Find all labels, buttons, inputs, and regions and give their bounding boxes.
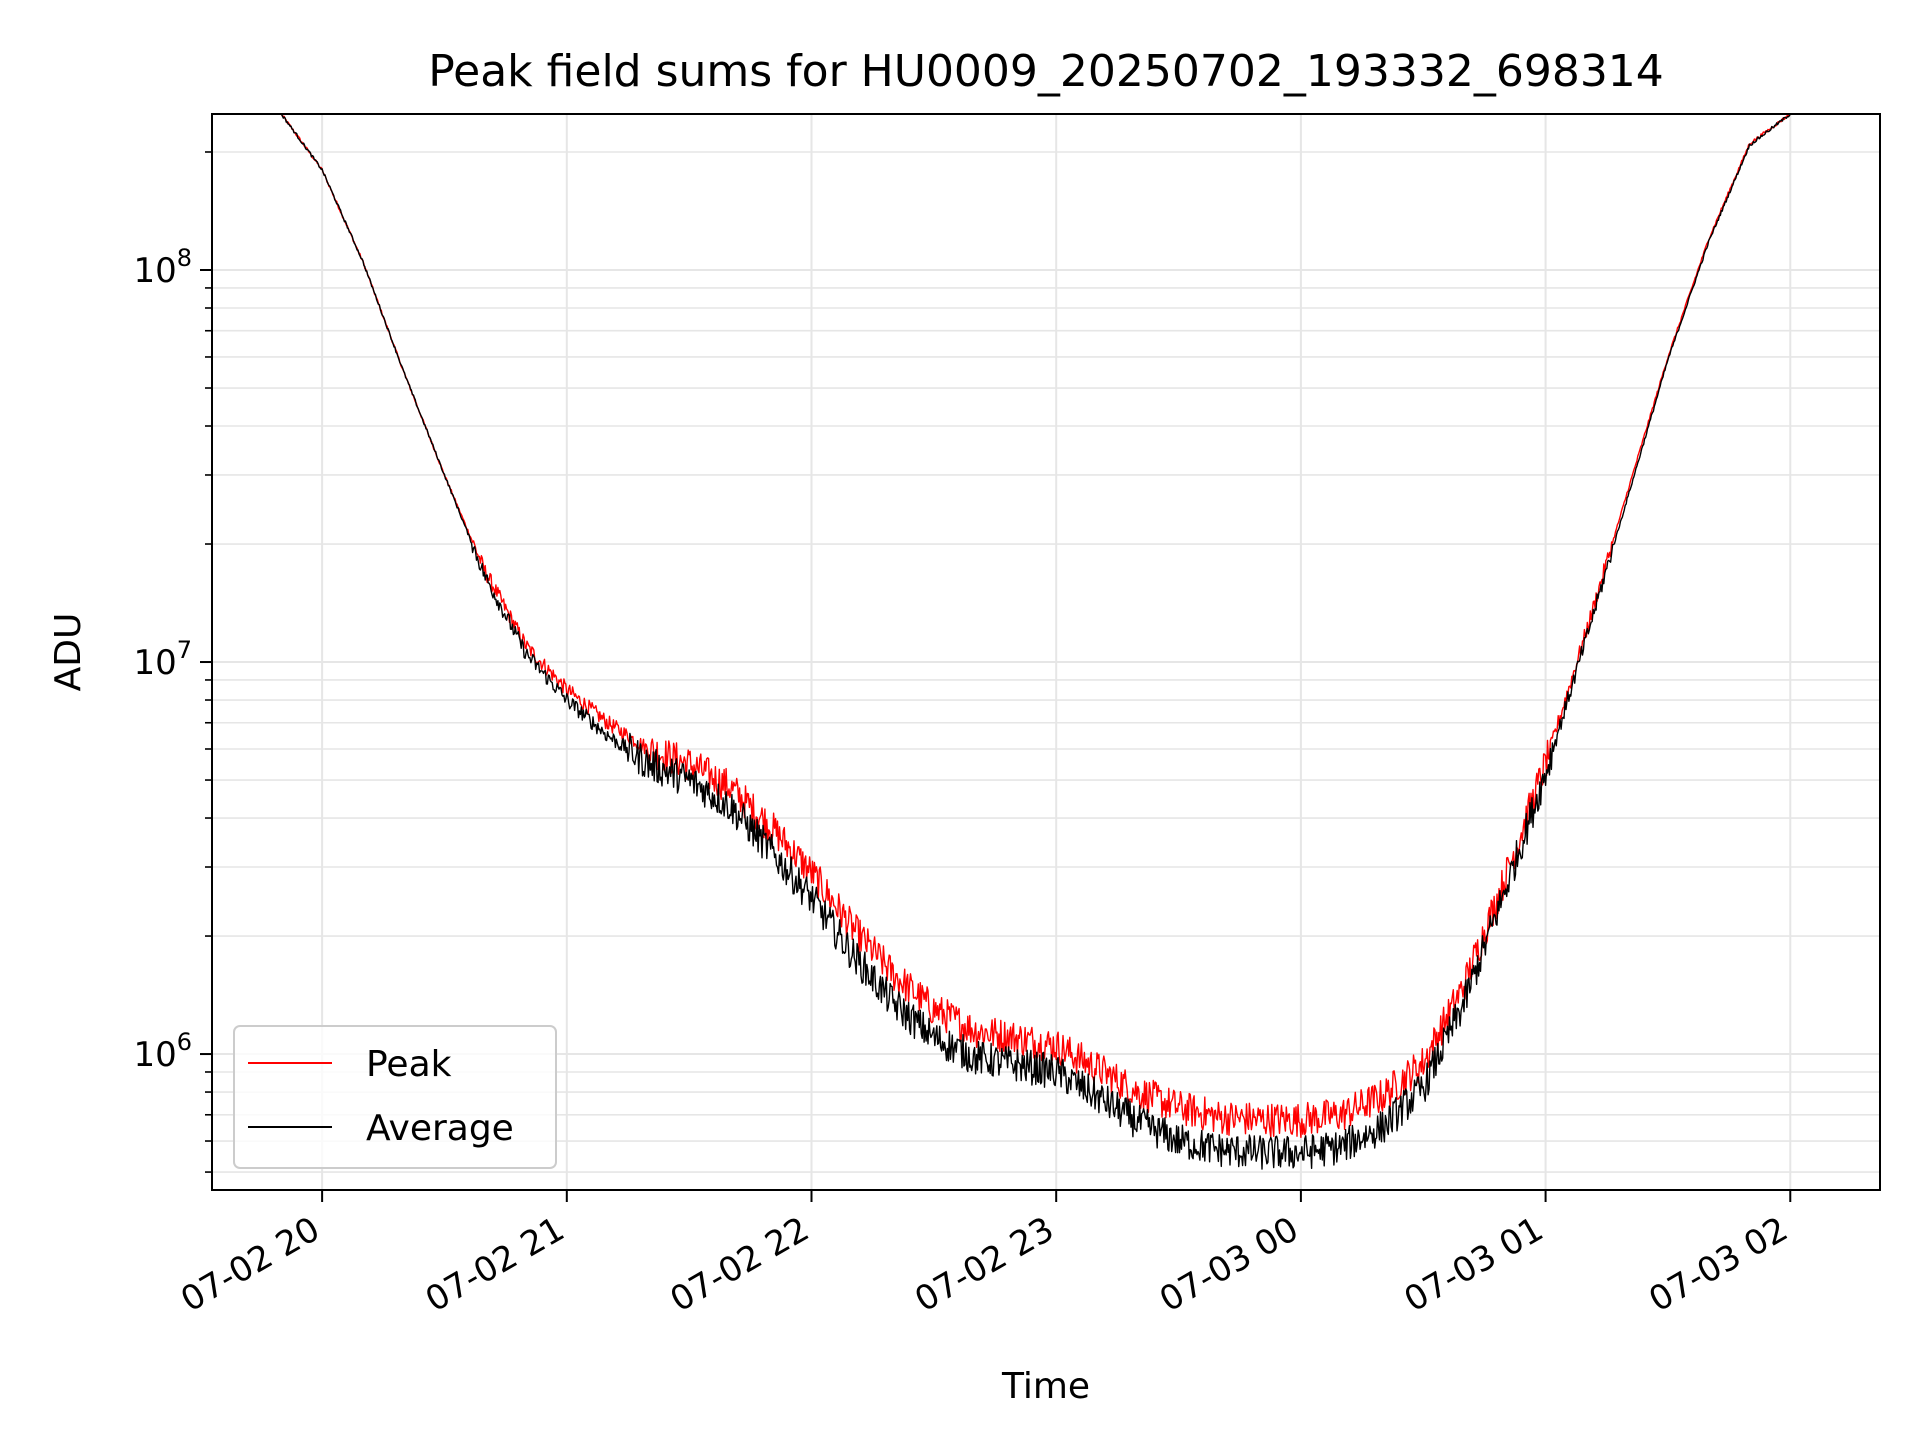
y-tick-label: 107 bbox=[133, 636, 192, 683]
legend: Peak Average bbox=[233, 1025, 557, 1169]
y-tick-label: 108 bbox=[133, 244, 192, 291]
x-axis-label: Time bbox=[1001, 1366, 1090, 1407]
y-axis-label: ADU bbox=[48, 613, 89, 692]
series-line-peak bbox=[280, 113, 1791, 1138]
legend-label-peak: Peak bbox=[366, 1044, 452, 1085]
series-line-average bbox=[280, 113, 1791, 1170]
series-layer bbox=[280, 113, 1791, 1170]
chart-title: Peak field sums for HU0009_20250702_1933… bbox=[428, 46, 1664, 97]
y-tick-label: 106 bbox=[133, 1028, 192, 1075]
legend-label-average: Average bbox=[366, 1108, 514, 1149]
plot-frame bbox=[211, 113, 1881, 1191]
y-axis: 106 107 108 bbox=[133, 151, 212, 1173]
legend-box bbox=[233, 1025, 557, 1169]
